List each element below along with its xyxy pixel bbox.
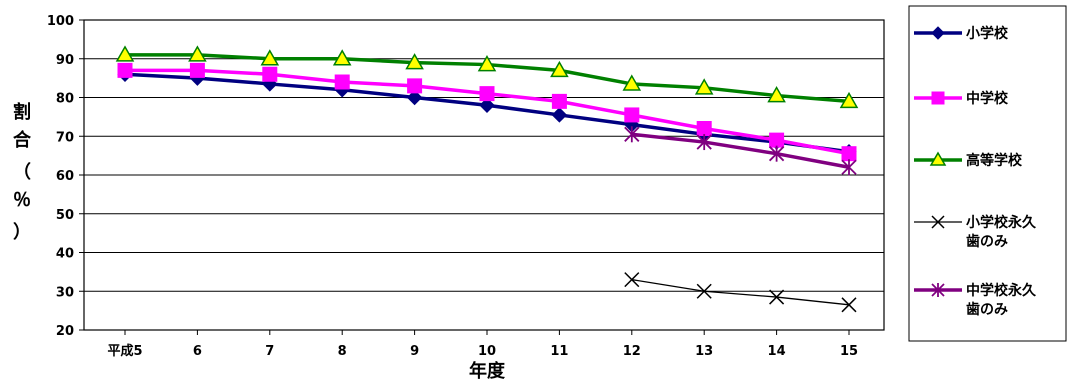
data-point [260, 49, 280, 66]
legend-label: 中学校永久 [966, 282, 1037, 299]
data-point [696, 134, 712, 151]
data-point [841, 297, 857, 313]
x-tick-label: 12 [623, 344, 641, 359]
x-tick-label: 9 [410, 344, 419, 359]
data-point [407, 78, 423, 94]
data-point [694, 78, 714, 95]
data-point [624, 272, 640, 288]
data-point [188, 45, 207, 62]
data-point [931, 283, 945, 297]
data-point [696, 283, 712, 299]
data-point [189, 62, 205, 78]
legend-label: 中学校 [966, 90, 1009, 107]
data-point [332, 49, 352, 66]
series-group [115, 45, 859, 313]
data-point [769, 289, 785, 305]
data-point [551, 93, 567, 109]
y-tick-label: 100 [47, 14, 74, 29]
data-point [769, 132, 785, 148]
x-tick-label: 10 [478, 344, 496, 359]
data-point [262, 66, 278, 82]
series-2 [117, 62, 857, 162]
data-point [479, 86, 495, 102]
data-point [117, 62, 133, 78]
y-tick-label: 90 [56, 53, 74, 68]
x-tick-label: 15 [840, 344, 858, 359]
data-point [624, 107, 640, 123]
legend-label: 歯のみ [966, 233, 1008, 250]
legend-label: 小学校永久 [966, 214, 1037, 231]
x-tick-label: 13 [695, 344, 713, 359]
y-axis-ticks: 20 30 40 50 60 70 80 90 100 [47, 14, 84, 339]
legend-item: 高等学校 [914, 151, 1023, 169]
data-point [622, 74, 642, 91]
data-point [405, 53, 424, 70]
data-point [550, 60, 569, 78]
y-tick-label: 50 [56, 208, 74, 223]
legend-label: 小学校 [966, 25, 1009, 42]
data-point [551, 107, 568, 123]
legend-item: 中学校 [914, 90, 1009, 107]
x-tick-label: 8 [338, 344, 347, 359]
series-line [631, 278, 850, 306]
data-point [839, 91, 859, 109]
data-point [334, 74, 350, 90]
data-point [931, 91, 945, 105]
series-4 [624, 272, 857, 313]
y-tick-label: 60 [56, 169, 74, 184]
x-tick-label: 7 [265, 344, 274, 359]
data-point [624, 126, 640, 143]
series-line [631, 132, 850, 169]
x-tick-label: 平成5 [107, 343, 142, 359]
data-point [477, 55, 497, 72]
data-point [406, 89, 423, 106]
series-5 [624, 126, 857, 176]
data-point [115, 45, 135, 62]
y-tick-label: 80 [56, 92, 74, 107]
legend-item: 小学校 [914, 25, 1009, 42]
y-tick-label: 20 [56, 324, 74, 339]
y-tick-label: 70 [56, 130, 74, 145]
x-tick-label: 6 [193, 344, 202, 359]
x-axis-ticks: 平成5 6 7 8 9 10 11 12 13 14 15 [107, 330, 858, 359]
data-point [929, 151, 947, 166]
y-axis-label: 割合（％） [13, 101, 32, 243]
data-point [767, 86, 786, 103]
y-tick-label: 40 [56, 247, 74, 262]
x-tick-label: 14 [768, 344, 786, 359]
x-tick-label: 11 [550, 344, 568, 359]
y-tick-label: 30 [56, 285, 74, 300]
series-3 [115, 45, 859, 109]
data-point [841, 159, 857, 176]
data-point [479, 97, 495, 113]
x-axis-label: 年度 [469, 360, 506, 381]
legend-label: 歯のみ [966, 301, 1008, 318]
legend-label: 高等学校 [966, 152, 1023, 169]
legend-box [908, 5, 1067, 342]
data-point [931, 215, 945, 229]
data-point [768, 145, 785, 162]
data-point [931, 26, 945, 40]
data-point [696, 121, 712, 136]
data-point [841, 146, 857, 162]
